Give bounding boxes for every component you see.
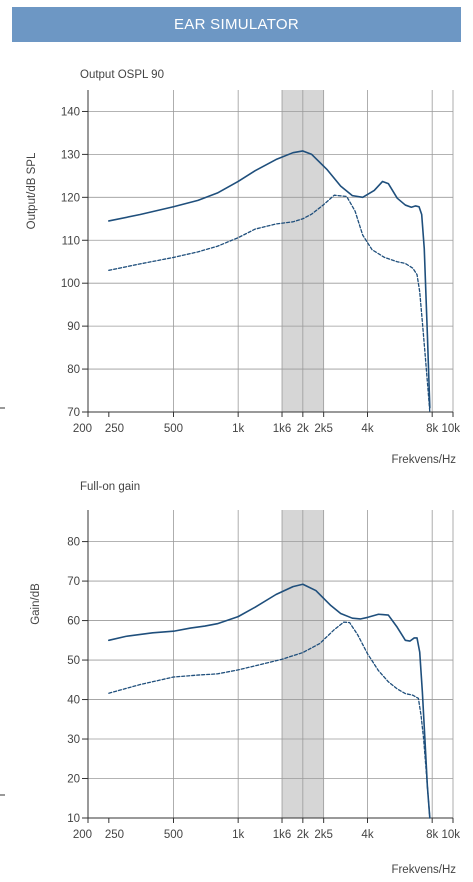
x-tick-label: 10k (441, 829, 460, 841)
y-tick-label: 70 (67, 407, 80, 419)
y-tick-label: 80 (67, 537, 80, 549)
series-line-dashed (108, 621, 431, 819)
y-tick-label: 140 (61, 106, 80, 118)
y-tick-label: 80 (67, 364, 80, 376)
y-tick-label: 50 (67, 655, 80, 667)
x-axis-label: Frekvens/Hz (391, 454, 456, 466)
chart-1: 70 80 90 100 110 120 130 140 200 250 500 1k 1k6 2k 2k5… (26, 69, 460, 466)
x-tick-label: 200 (73, 829, 92, 841)
x-tick-label: 2k5 (314, 423, 333, 435)
x-tick-label: 8k (426, 423, 438, 435)
y-tick-label: 60 (67, 616, 80, 628)
y-tick-label: 100 (61, 278, 80, 290)
x-tick-label: 1k6 (273, 829, 292, 841)
y-tick-label: 90 (67, 321, 80, 333)
x-tick-label: 1k (232, 423, 244, 435)
x-tick-label: 250 (105, 829, 124, 841)
x-tick-label: 200 (73, 423, 92, 435)
chart-title: Output OSPL 90 (80, 69, 164, 81)
x-tick-label: 500 (164, 423, 183, 435)
x-tick-label: 4k (361, 829, 373, 841)
x-axis-label: Frekvens/Hz (391, 864, 456, 876)
x-tick-label: 8k (426, 829, 438, 841)
y-tick-label: 30 (67, 734, 80, 746)
y-tick-label: 110 (62, 235, 80, 247)
y-axis-label: Output/dB SPL (26, 152, 38, 229)
x-tick-label: 1k6 (273, 423, 292, 435)
y-tick-label: 10 (67, 813, 80, 825)
y-axis-label: Gain/dB (30, 583, 42, 625)
x-tick-label: 1k (232, 829, 244, 841)
chart-2: 10 20 30 40 50 60 70 80 200 250 500 1k 1k6 2k 2k5 4k 8k 1… (30, 481, 460, 876)
series-line-solid (108, 583, 431, 819)
y-tick-label: 20 (67, 774, 80, 786)
y-tick-label: 130 (61, 149, 80, 161)
x-tick-label: 500 (164, 829, 183, 841)
y-tick-label: 70 (67, 576, 80, 588)
y-tick-label: 40 (67, 695, 80, 707)
x-tick-label: 2k (297, 423, 309, 435)
y-tick-label: 120 (61, 192, 80, 204)
series-line-solid (108, 150, 431, 409)
x-tick-label: 250 (105, 423, 124, 435)
chart-title: Full-on gain (80, 481, 140, 493)
series-line-dashed (108, 194, 431, 413)
page-header: EAR SIMULATOR (12, 7, 461, 42)
x-tick-label: 2k (297, 829, 309, 841)
x-tick-label: 4k (361, 423, 373, 435)
x-tick-label: 2k5 (314, 829, 333, 841)
x-tick-label: 10k (441, 423, 460, 435)
